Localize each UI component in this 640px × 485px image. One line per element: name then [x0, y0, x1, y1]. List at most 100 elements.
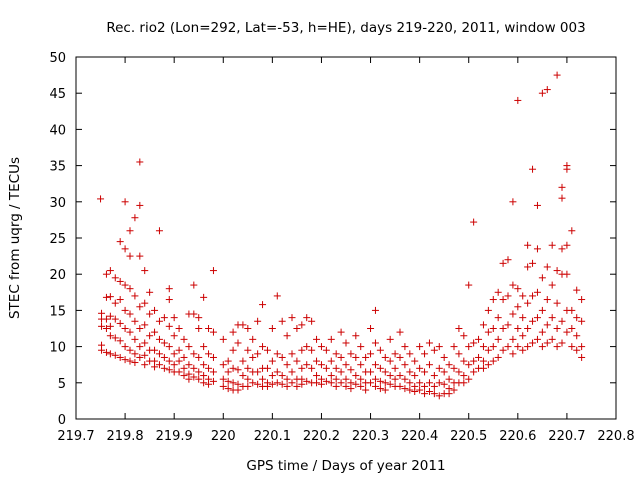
- data-point: [98, 346, 106, 354]
- data-point: [313, 379, 321, 387]
- data-point: [391, 364, 399, 372]
- data-point: [97, 195, 105, 203]
- x-tick-label: 219.8: [106, 429, 143, 444]
- data-point: [465, 281, 473, 289]
- data-point: [509, 310, 517, 318]
- data-point: [371, 361, 379, 369]
- data-point: [322, 346, 330, 354]
- data-point: [494, 288, 502, 296]
- data-point: [131, 317, 139, 325]
- data-point: [98, 322, 106, 330]
- data-point: [273, 350, 281, 358]
- x-tick-label: 220.5: [450, 429, 487, 444]
- data-point: [558, 183, 566, 191]
- data-point: [421, 382, 429, 390]
- data-point: [470, 339, 478, 347]
- data-point: [367, 379, 375, 387]
- data-point: [529, 165, 537, 173]
- data-point: [524, 263, 532, 271]
- data-point: [558, 317, 566, 325]
- data-point: [573, 286, 581, 294]
- data-point: [308, 346, 316, 354]
- data-point: [283, 382, 291, 390]
- data-point: [401, 361, 409, 369]
- data-point: [165, 296, 173, 304]
- data-point: [263, 382, 271, 390]
- data-point: [219, 335, 227, 343]
- data-point: [180, 372, 188, 380]
- data-point: [460, 332, 468, 340]
- data-point: [322, 364, 330, 372]
- data-point: [386, 357, 394, 365]
- data-point: [465, 361, 473, 369]
- data-point: [529, 292, 537, 300]
- data-point: [553, 343, 561, 351]
- data-point: [205, 364, 213, 372]
- data-point: [367, 368, 375, 376]
- data-point: [273, 368, 281, 376]
- data-point: [386, 372, 394, 380]
- data-point: [165, 357, 173, 365]
- data-point: [494, 314, 502, 322]
- data-point: [298, 364, 306, 372]
- data-point: [548, 241, 556, 249]
- data-point: [116, 337, 124, 345]
- data-point: [298, 321, 306, 329]
- data-point: [239, 321, 247, 329]
- data-point: [200, 343, 208, 351]
- data-point: [313, 357, 321, 365]
- data-point: [411, 357, 419, 365]
- data-point: [239, 372, 247, 380]
- x-tick-label: 220.7: [548, 429, 585, 444]
- data-point: [396, 328, 404, 336]
- x-tick-label: 220.6: [499, 429, 536, 444]
- data-point: [141, 339, 149, 347]
- data-point: [244, 375, 252, 383]
- data-point: [445, 390, 453, 398]
- data-point: [435, 364, 443, 372]
- data-point: [195, 314, 203, 322]
- data-point: [347, 350, 355, 358]
- data-point: [219, 382, 227, 390]
- data-point: [121, 306, 129, 314]
- data-point: [425, 387, 433, 395]
- data-point: [136, 325, 144, 332]
- data-point: [455, 325, 463, 332]
- x-tick-label: 219.7: [57, 429, 94, 444]
- data-point: [465, 343, 473, 351]
- data-point: [519, 332, 527, 340]
- data-point: [504, 343, 512, 351]
- data-point: [376, 346, 384, 354]
- data-point: [180, 335, 188, 343]
- y-tick-label: 15: [49, 304, 66, 319]
- data-point: [170, 332, 178, 340]
- data-point: [406, 350, 414, 358]
- data-point: [111, 334, 119, 342]
- data-point: [548, 281, 556, 289]
- data-point: [578, 353, 586, 361]
- data-point: [553, 299, 561, 307]
- data-point: [224, 357, 232, 365]
- data-point: [435, 379, 443, 387]
- data-point: [141, 351, 149, 359]
- data-point: [367, 350, 375, 358]
- data-point: [254, 368, 262, 376]
- data-point: [155, 227, 163, 235]
- data-point: [175, 346, 183, 354]
- data-point: [141, 361, 149, 369]
- data-point: [337, 379, 345, 387]
- data-point: [381, 368, 389, 376]
- data-point: [160, 353, 168, 361]
- data-point: [180, 364, 188, 372]
- data-point: [219, 361, 227, 369]
- data-point: [151, 328, 159, 336]
- data-point: [519, 292, 527, 300]
- data-point: [357, 375, 365, 383]
- data-point: [416, 379, 424, 387]
- data-point: [268, 325, 276, 332]
- data-point: [136, 353, 144, 361]
- data-point: [357, 343, 365, 351]
- data-point: [200, 379, 208, 387]
- data-point: [430, 382, 438, 390]
